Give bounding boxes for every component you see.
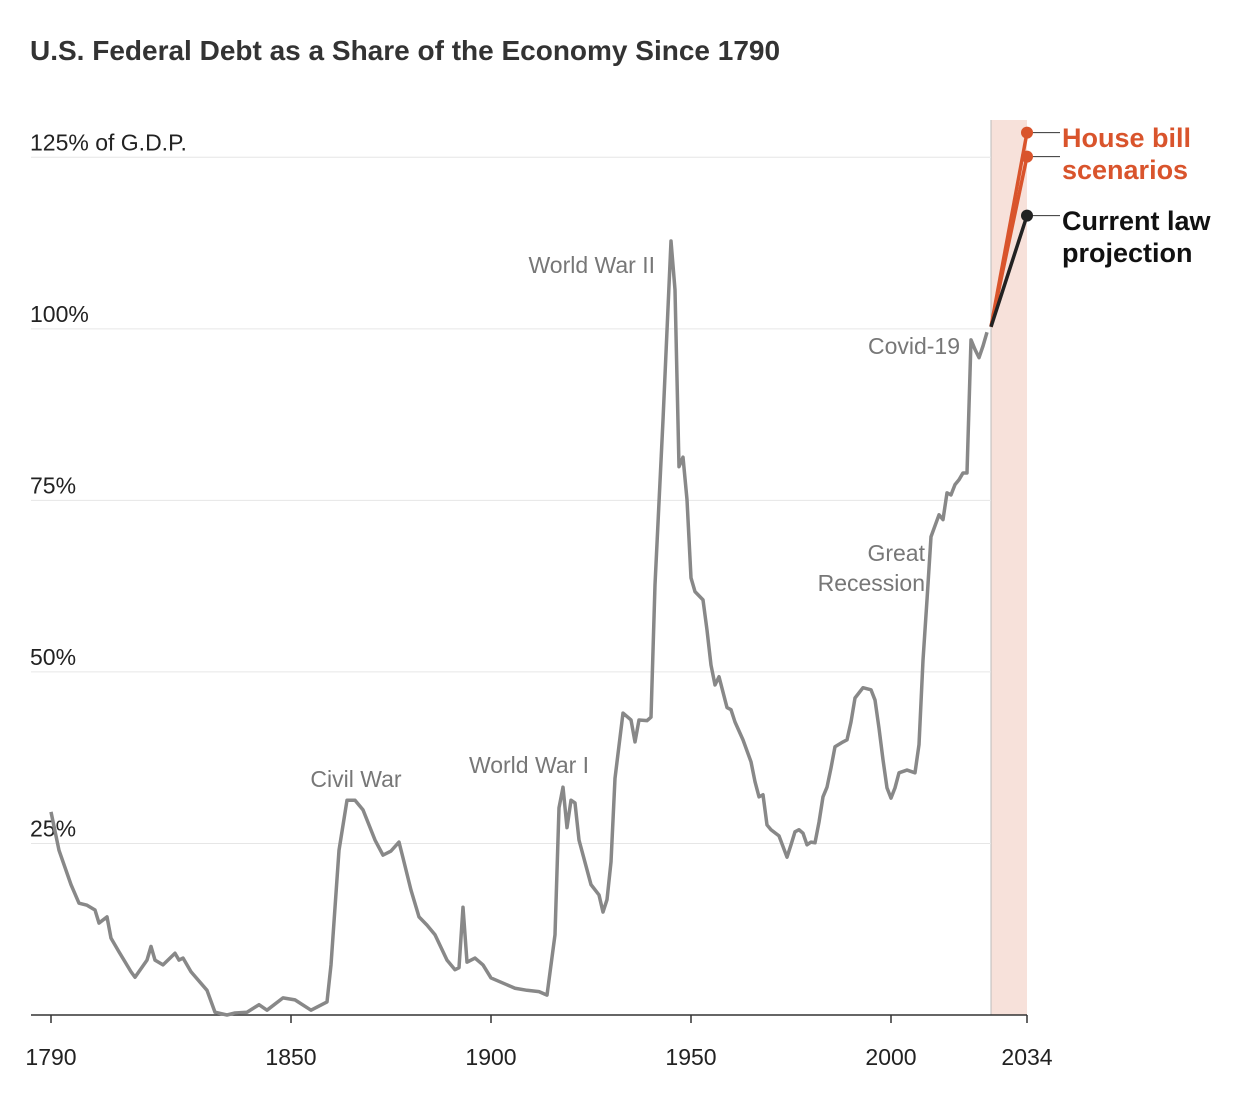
chart-title: U.S. Federal Debt as a Share of the Econ… — [30, 35, 780, 66]
x-tick-label: 1850 — [265, 1044, 316, 1070]
y-tick-label: 75% — [30, 472, 76, 498]
annotation-line: Covid-19 — [868, 333, 960, 359]
label-line: projection — [1062, 238, 1193, 268]
annotation: Great Recession — [818, 540, 926, 596]
projection-label: House bill scenarios — [1062, 123, 1191, 185]
annotation: World War II — [528, 252, 655, 278]
label-line: scenarios — [1062, 155, 1188, 185]
x-tick-label: 1900 — [465, 1044, 516, 1070]
label-line: House bill — [1062, 123, 1191, 153]
projection-line — [989, 156, 1029, 328]
debt-line — [49, 239, 989, 1017]
annotation-line: Great — [867, 540, 925, 566]
annotation: Civil War — [310, 766, 401, 792]
x-tick-label: 1790 — [25, 1044, 76, 1070]
annotation-line: World War I — [469, 752, 589, 778]
y-tick-label: 125% of G.D.P. — [30, 129, 187, 155]
end-point — [1021, 126, 1033, 139]
y-tick-label: 100% — [30, 301, 89, 327]
annotation-line: Civil War — [310, 766, 401, 792]
projection-shade — [991, 120, 1027, 1015]
annotation: Covid-19 — [868, 333, 960, 359]
end-point — [1021, 150, 1033, 163]
annotation: World War I — [469, 752, 589, 778]
x-tick-label: 2000 — [865, 1044, 916, 1070]
x-tick-label: 2034 — [1001, 1044, 1052, 1070]
projection-label: Current law projection — [1062, 206, 1212, 268]
end-point — [1021, 209, 1033, 222]
y-tick-label: 50% — [30, 644, 76, 670]
x-tick-label: 1950 — [665, 1044, 716, 1070]
label-line: Current law — [1062, 206, 1212, 236]
annotation-line: Recession — [818, 570, 925, 596]
projection-line — [989, 215, 1029, 328]
annotation-line: World War II — [528, 252, 655, 278]
